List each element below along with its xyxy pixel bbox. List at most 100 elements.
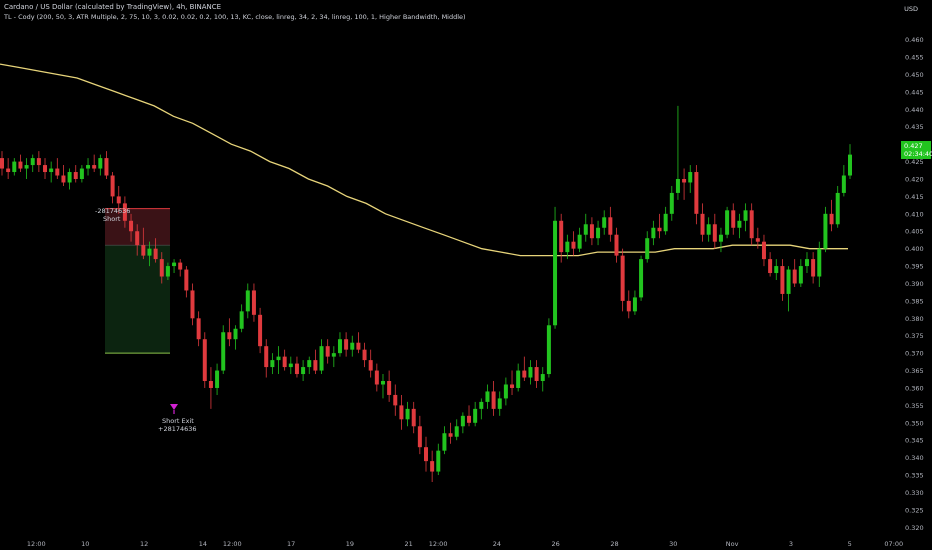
candle-59 <box>362 342 367 368</box>
candle-body-103 <box>632 297 637 312</box>
candle-body-23 <box>141 245 146 256</box>
candle-137 <box>841 165 846 197</box>
candle-8 <box>49 161 54 183</box>
candle-body-50 <box>307 360 312 368</box>
candle-54 <box>331 346 336 368</box>
candle-84 <box>516 363 521 392</box>
candle-body-70 <box>430 461 435 472</box>
x-tick-label-0: 12:00 <box>27 540 46 548</box>
candle-body-104 <box>639 259 644 298</box>
candle-body-37 <box>227 332 232 340</box>
candle-body-71 <box>436 450 441 472</box>
candle-124 <box>761 234 766 267</box>
candle-44 <box>270 353 275 375</box>
y-tick-label-22: 0.350 <box>905 419 924 427</box>
candle-body-90 <box>553 220 558 326</box>
candle-body-42 <box>258 314 263 347</box>
candle-body-34 <box>208 381 213 388</box>
candle-body-86 <box>528 367 533 378</box>
candle-body-88 <box>540 374 545 382</box>
last-price-badge: 0.427 02:34:40 <box>901 141 932 159</box>
candle-108 <box>663 206 668 235</box>
candle-body-52 <box>319 346 324 371</box>
candle-7 <box>43 158 48 179</box>
x-tick-label-1: 10 <box>81 540 89 548</box>
candle-102 <box>626 290 631 319</box>
candle-72 <box>442 426 447 455</box>
candle-body-27 <box>165 266 170 277</box>
candle-body-30 <box>184 269 189 291</box>
y-tick-label-0: 0.460 <box>905 36 924 44</box>
y-tick-label-18: 0.370 <box>905 350 924 358</box>
candle-112 <box>688 165 693 193</box>
candle-136 <box>835 185 840 228</box>
candle-18 <box>110 172 115 204</box>
y-tick-label-24: 0.340 <box>905 454 924 462</box>
candle-body-98 <box>602 217 607 228</box>
candle-body-61 <box>374 370 379 385</box>
candle-77 <box>473 401 478 427</box>
candle-138 <box>848 144 852 179</box>
candle-body-138 <box>848 154 852 176</box>
candle-73 <box>448 422 453 444</box>
candle-12 <box>73 165 78 183</box>
candle-body-124 <box>761 241 766 260</box>
candle-85 <box>522 356 527 382</box>
candle-body-117 <box>718 234 723 242</box>
candle-body-3 <box>18 161 23 169</box>
y-tick-label-8: 0.420 <box>905 175 924 183</box>
candle-43 <box>264 339 269 378</box>
candle-24 <box>147 241 152 267</box>
candle-0 <box>0 151 4 176</box>
candle-body-19 <box>116 196 121 204</box>
candle-132 <box>811 252 816 284</box>
candle-body-135 <box>829 213 834 225</box>
candle-127 <box>780 259 785 301</box>
candle-body-74 <box>454 426 459 437</box>
candle-23 <box>141 227 146 260</box>
candle-body-134 <box>823 213 828 249</box>
candle-body-46 <box>282 356 287 368</box>
candle-63 <box>387 370 392 402</box>
entry-label-2: Short <box>103 215 121 223</box>
candle-body-43 <box>264 346 269 368</box>
y-tick-label-2: 0.450 <box>905 71 924 79</box>
candle-body-69 <box>424 447 428 462</box>
x-tick-label-3: 14 <box>199 540 207 548</box>
candle-body-32 <box>196 318 201 340</box>
candle-57 <box>350 335 355 357</box>
candle-91 <box>559 213 564 263</box>
y-tick-label-21: 0.355 <box>905 402 924 410</box>
candle-body-57 <box>350 342 355 350</box>
candle-body-47 <box>288 363 293 368</box>
candle-body-107 <box>657 227 662 232</box>
candle-32 <box>196 311 201 347</box>
candle-body-58 <box>356 342 361 350</box>
y-tick-label-28: 0.320 <box>905 524 924 532</box>
candle-body-68 <box>417 426 422 448</box>
candle-body-4 <box>24 165 29 169</box>
candle-body-85 <box>522 370 527 378</box>
candle-body-35 <box>215 370 220 388</box>
candle-119 <box>731 203 736 235</box>
moving-average <box>0 63 848 257</box>
y-axis: 0.4600.4550.4500.4450.4400.4350.4300.425… <box>905 36 924 532</box>
candle-body-6 <box>36 158 41 166</box>
candle-body-108 <box>663 213 668 232</box>
candle-34 <box>208 367 213 409</box>
candle-body-10 <box>61 175 66 183</box>
candlestick-series <box>0 105 852 483</box>
candle-body-114 <box>700 213 705 235</box>
candle-body-5 <box>30 158 35 166</box>
candle-64 <box>393 384 398 416</box>
candle-body-54 <box>331 353 336 357</box>
candle-9 <box>55 158 60 179</box>
candle-16 <box>98 154 103 176</box>
candle-body-115 <box>706 224 711 235</box>
y-tick-label-5: 0.435 <box>905 123 924 131</box>
x-tick-label-12: 30 <box>669 540 677 548</box>
candle-body-97 <box>596 227 601 239</box>
candle-body-123 <box>755 238 760 242</box>
y-tick-label-4: 0.440 <box>905 106 924 114</box>
